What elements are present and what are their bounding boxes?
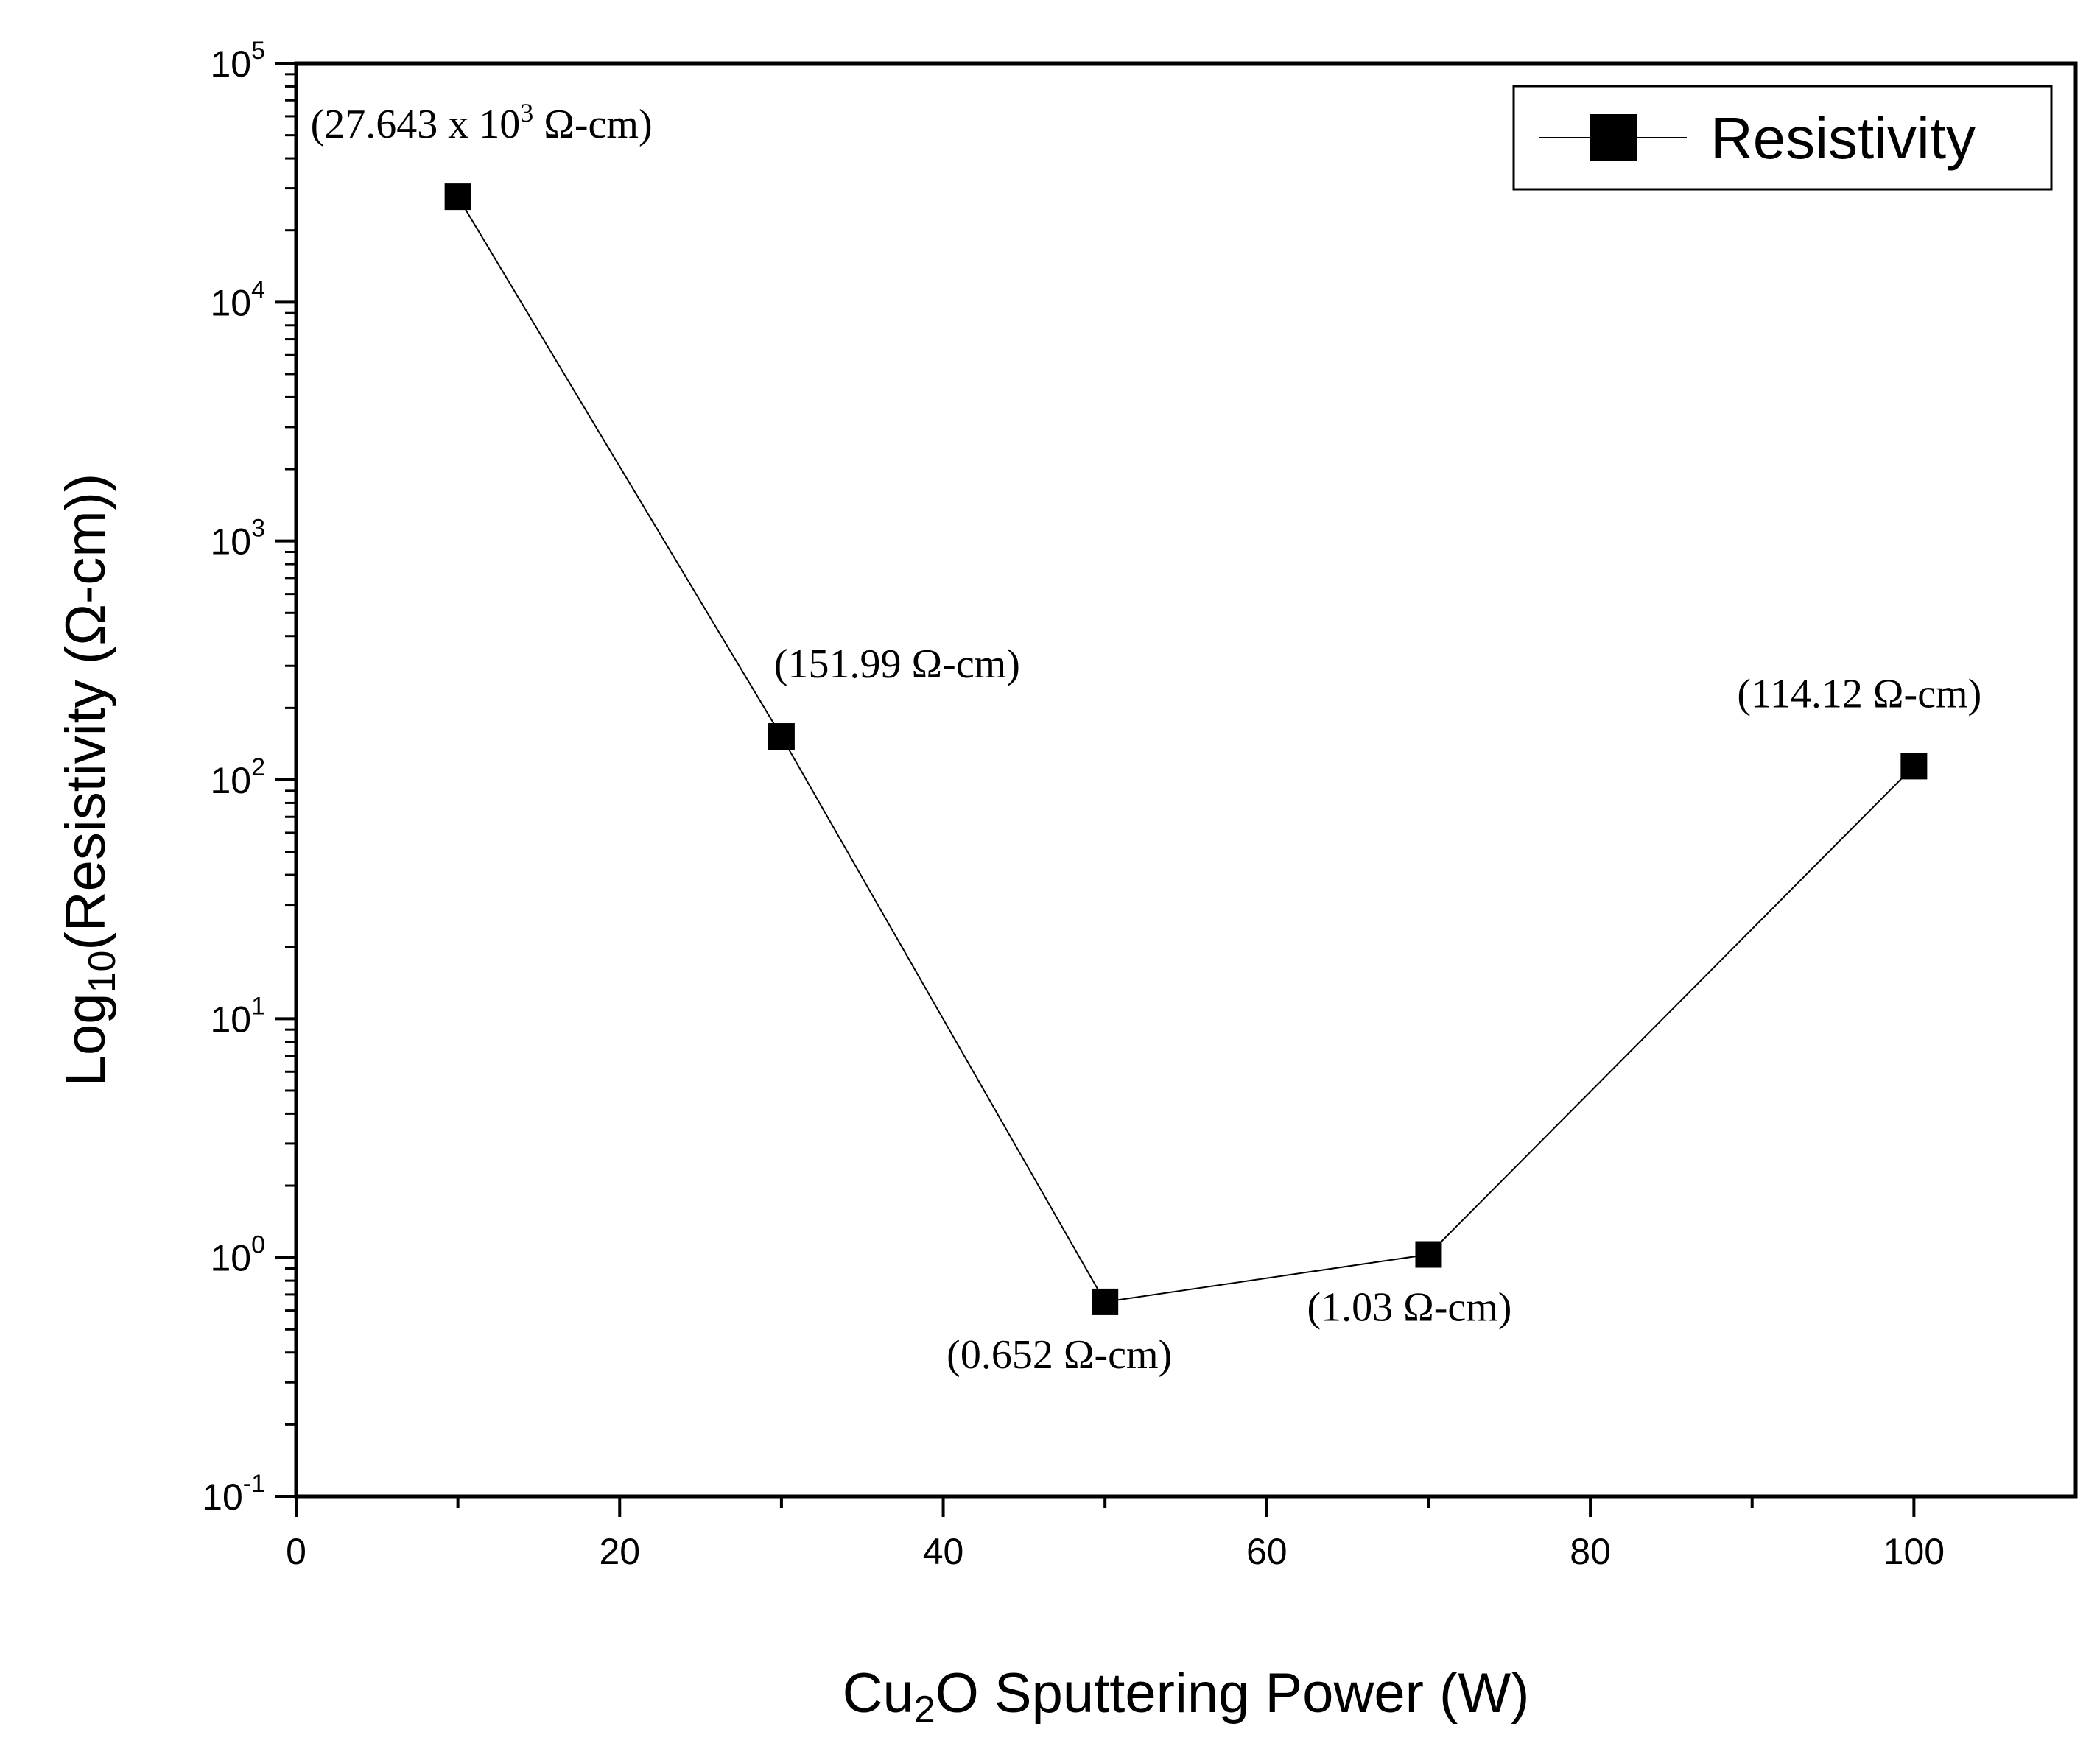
point-label-text: (1.03 Ω-cm) bbox=[1307, 1285, 1511, 1331]
y-tick-label: 103 bbox=[210, 515, 265, 563]
point-value-label: (27.643 x 103 Ω-cm) bbox=[311, 98, 653, 147]
y-tick-base: 10 bbox=[210, 43, 251, 85]
y-axis-title-suffix: (Resistivity (Ω-cm)) bbox=[55, 474, 117, 951]
y-tick-exponent: 5 bbox=[251, 37, 265, 65]
y-tick-label: 102 bbox=[210, 753, 265, 801]
y-tick-base: 10 bbox=[210, 760, 251, 801]
y-axis-title: Log10(Resistivity (Ω-cm)) bbox=[55, 474, 124, 1086]
x-tick-label: 40 bbox=[923, 1531, 964, 1572]
y-tick-base: 10 bbox=[210, 999, 251, 1040]
x-tick-label: 80 bbox=[1570, 1531, 1611, 1572]
point-label-text: (0.652 Ω-cm) bbox=[947, 1332, 1172, 1378]
y-tick-exponent: 3 bbox=[251, 515, 265, 543]
x-axis-title: Cu2O Sputtering Power (W) bbox=[843, 1662, 1530, 1731]
point-label-text: (27.643 x 10 bbox=[311, 102, 521, 147]
y-tick-exponent: -1 bbox=[243, 1470, 265, 1498]
x-axis-title-subscript: 2 bbox=[914, 1689, 935, 1731]
y-tick-exponent: 0 bbox=[251, 1231, 265, 1259]
point-label-text: (114.12 Ω-cm) bbox=[1737, 671, 1981, 717]
y-tick-label: 105 bbox=[210, 37, 265, 85]
y-tick-exponent: 4 bbox=[251, 275, 265, 303]
series-markers-resistivity bbox=[444, 183, 1928, 1315]
point-value-label: (1.03 Ω-cm) bbox=[1307, 1285, 1511, 1331]
y-tick-exponent: 2 bbox=[251, 753, 265, 781]
x-tick-label: 0 bbox=[286, 1531, 306, 1572]
legend: Resistivity bbox=[1512, 85, 2053, 191]
legend-label-resistivity: Resistivity bbox=[1710, 105, 1976, 171]
x-axis-title-prefix: Cu bbox=[843, 1662, 914, 1725]
resistivity-point bbox=[768, 723, 795, 750]
point-label-superscript: 3 bbox=[520, 98, 533, 127]
point-value-label: (0.652 Ω-cm) bbox=[947, 1332, 1172, 1378]
y-tick-label: 104 bbox=[210, 275, 265, 323]
y-tick-base: 10 bbox=[202, 1476, 243, 1518]
data-labels: (27.643 x 103 Ω-cm) (151.99 Ω-cm) (0.652 Ω… bbox=[311, 98, 1982, 1378]
y-tick-base: 10 bbox=[210, 282, 251, 323]
x-tick-label: 60 bbox=[1246, 1531, 1288, 1572]
resistivity-point bbox=[1900, 753, 1928, 780]
x-axis-ticks: 0 20 40 60 80 100 bbox=[286, 1496, 1945, 1572]
point-value-label: (151.99 Ω-cm) bbox=[774, 641, 1020, 687]
y-tick-base: 10 bbox=[210, 521, 251, 563]
y-axis-title-prefix: Log bbox=[55, 993, 117, 1086]
y-axis-title-subscript: 10 bbox=[81, 951, 124, 993]
y-tick-label: 100 bbox=[210, 1231, 265, 1279]
point-label-tail: Ω-cm) bbox=[533, 102, 652, 147]
y-tick-exponent: 1 bbox=[251, 992, 265, 1020]
y-tick-label: 10-1 bbox=[202, 1470, 265, 1518]
y-tick-label: 101 bbox=[210, 992, 265, 1040]
resistivity-point bbox=[1092, 1288, 1119, 1315]
plot-area-frame bbox=[294, 61, 2078, 1499]
legend-box bbox=[1512, 85, 2053, 191]
x-axis-title-suffix: O Sputtering Power (W) bbox=[935, 1662, 1530, 1725]
x-tick-label: 100 bbox=[1883, 1531, 1945, 1572]
y-tick-base: 10 bbox=[210, 1238, 251, 1279]
point-value-label: (114.12 Ω-cm) bbox=[1737, 671, 1981, 717]
series-line-resistivity bbox=[457, 196, 1915, 1303]
resistivity-point bbox=[1415, 1241, 1442, 1268]
x-tick-label: 20 bbox=[599, 1531, 640, 1572]
legend-marker-square bbox=[1590, 114, 1637, 161]
resistivity-point bbox=[444, 183, 471, 211]
resistivity-line bbox=[457, 196, 1915, 1303]
point-label-text: (151.99 Ω-cm) bbox=[774, 641, 1020, 687]
